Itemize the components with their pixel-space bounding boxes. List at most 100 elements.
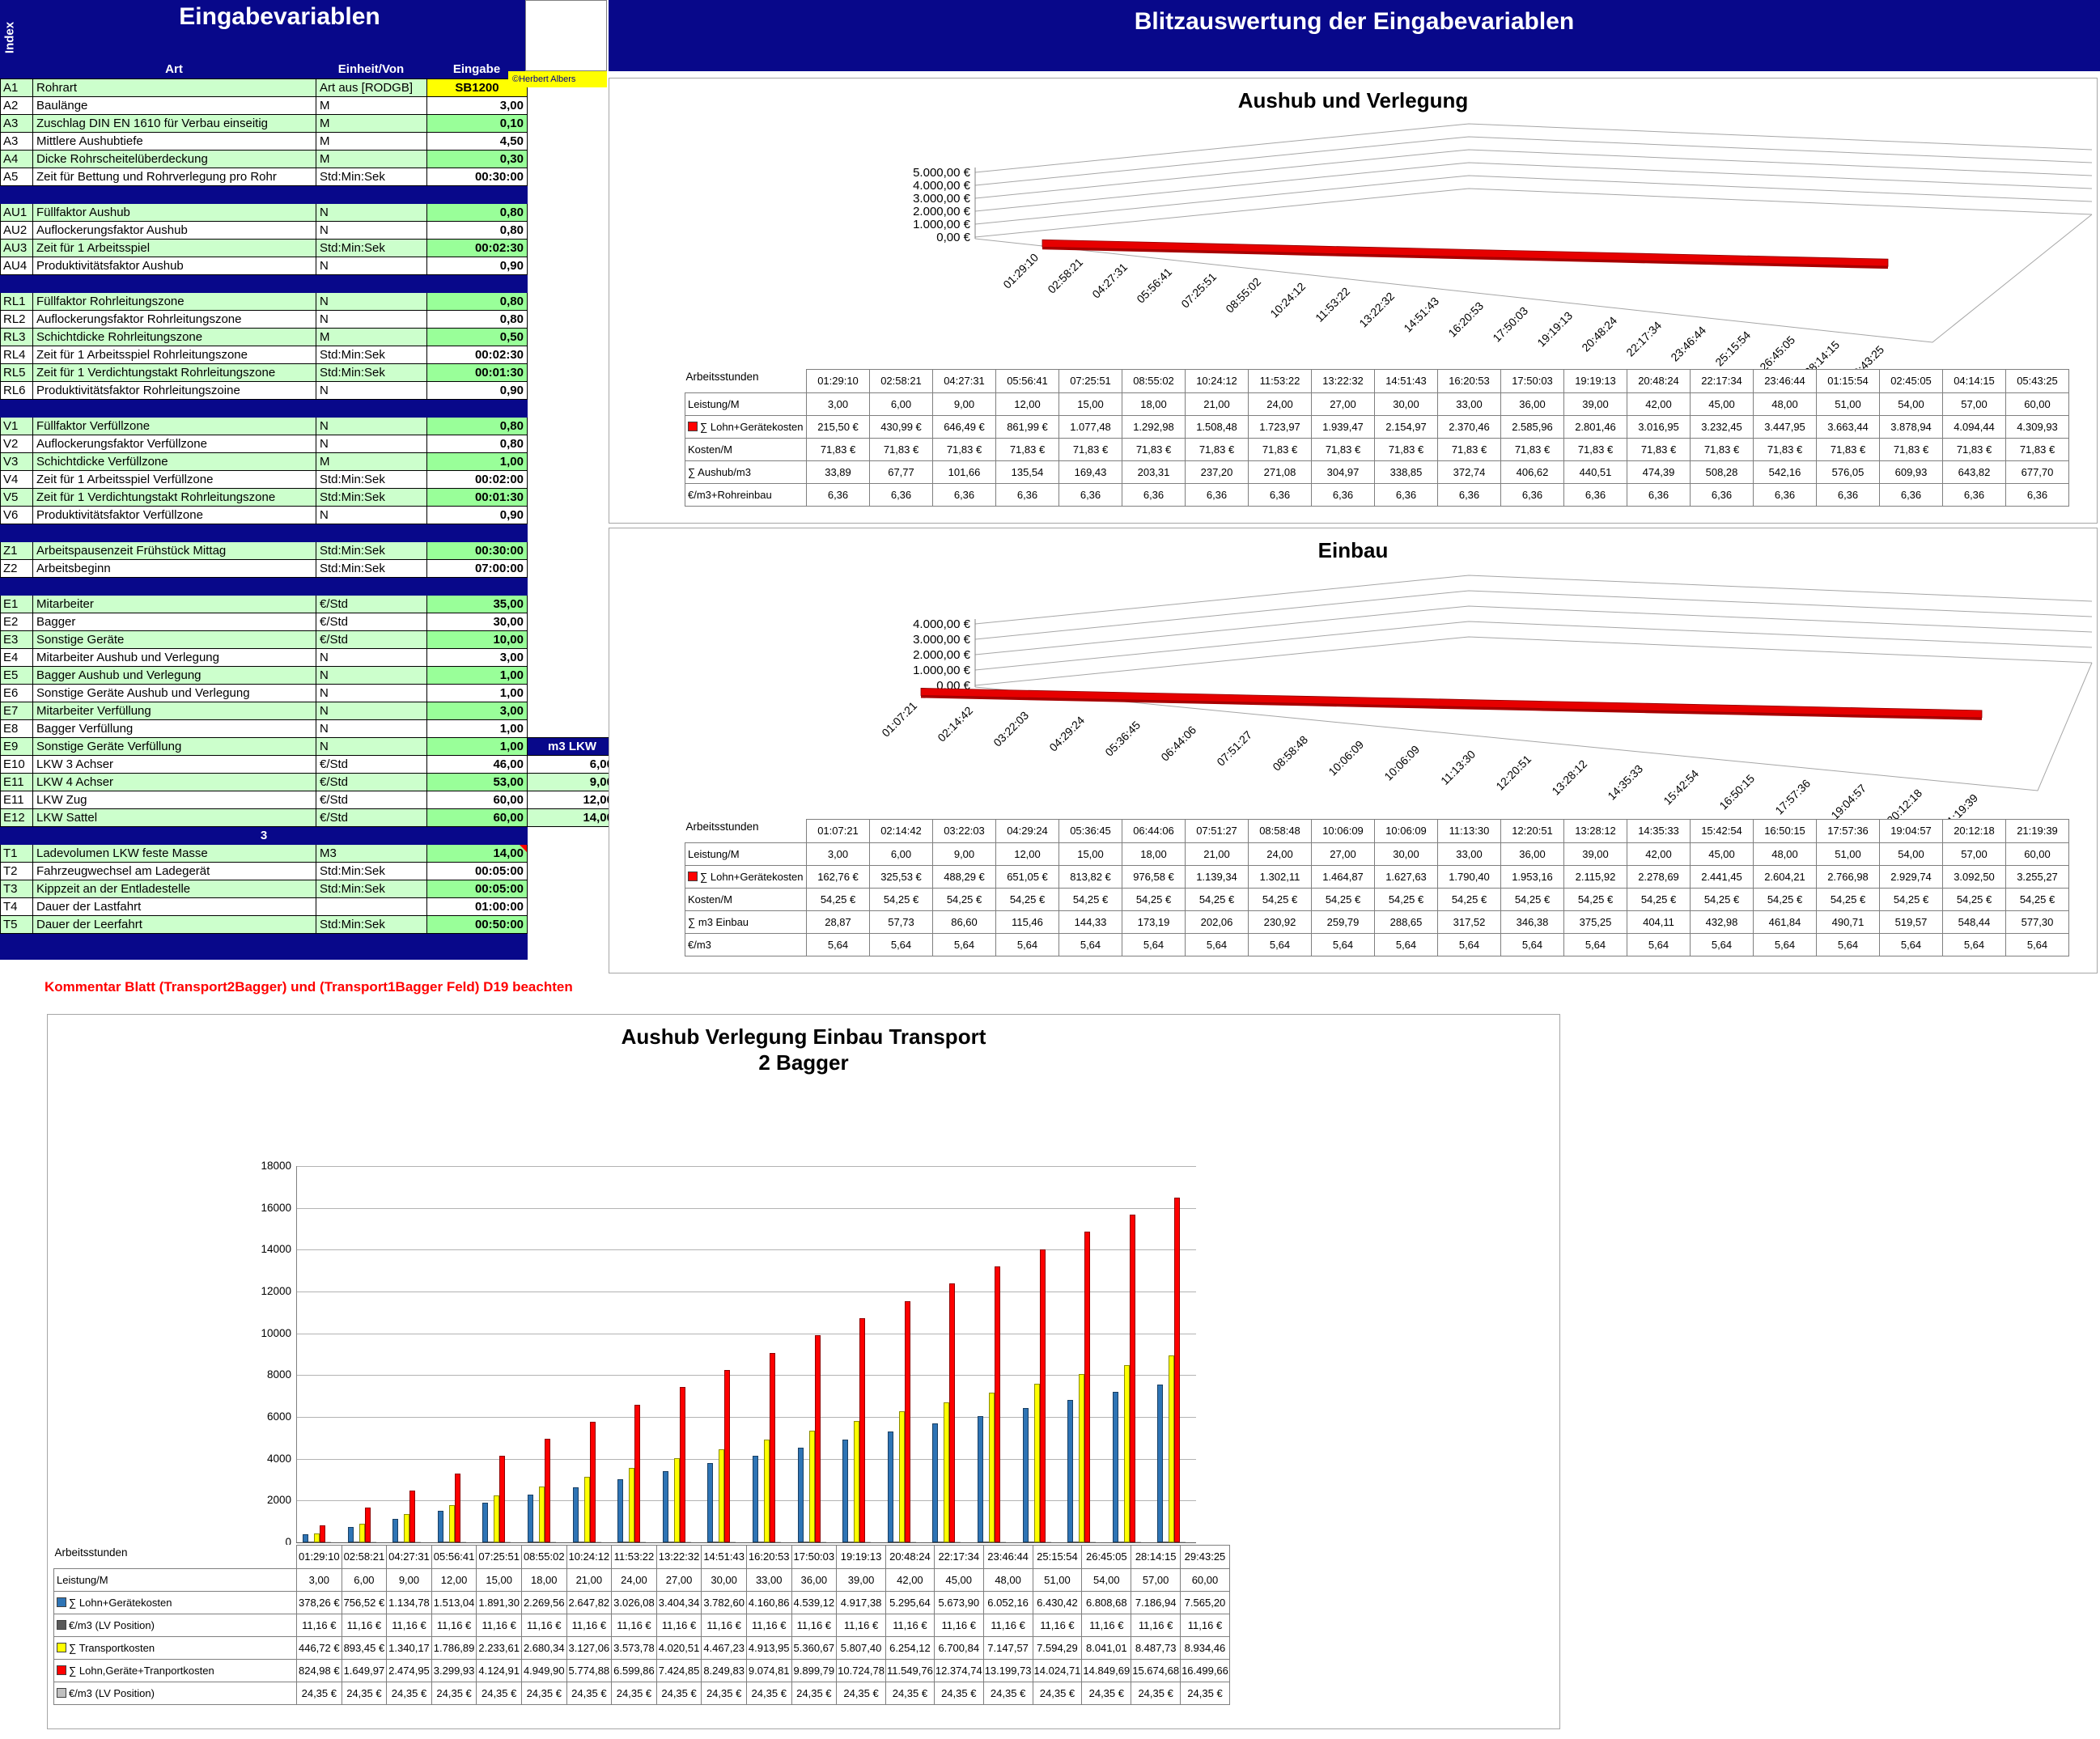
value-cell[interactable]: 5,64 [1248,932,1312,956]
time-header-cell[interactable]: 14:51:43 [1374,369,1438,393]
series-label-cell[interactable]: Kosten/M [685,887,807,911]
row-index-cell[interactable]: V4 [0,470,33,489]
value-cell[interactable]: 36,00 [791,1567,838,1592]
value-cell[interactable]: 3.299,93 [431,1658,477,1682]
row-unit-cell[interactable]: N [316,292,427,311]
value-cell[interactable]: 21,00 [1185,392,1249,416]
row-index-cell[interactable]: E9 [0,737,33,756]
value-cell[interactable]: 5.774,88 [566,1658,613,1682]
row-label-cell[interactable]: Produktivitätsfaktor Aushub [32,257,316,275]
row-unit-cell[interactable]: N [316,702,427,720]
row-index-cell[interactable]: AU1 [0,203,33,222]
row-index-cell[interactable]: E11 [0,773,33,791]
row-index-cell[interactable]: E10 [0,755,33,774]
row-label-cell[interactable]: Arbeitspausenzeit Frühstück Mittag [32,541,316,560]
value-cell[interactable]: 71,83 € [1058,437,1122,461]
value-cell[interactable]: 39,00 [1563,842,1627,866]
value-cell[interactable]: 42,00 [1627,392,1691,416]
value-cell[interactable]: 6,36 [1500,482,1564,507]
value-cell[interactable]: 71,83 € [1753,437,1817,461]
series-label-cell[interactable]: Leistung/M [685,392,807,416]
value-cell[interactable]: 54,25 € [1500,887,1564,911]
value-cell[interactable]: 11,16 € [1131,1613,1182,1637]
row-unit-cell[interactable]: N [316,684,427,702]
value-cell[interactable]: 1.891,30 [476,1590,522,1614]
value-cell[interactable]: 24,35 € [836,1681,886,1705]
value-cell[interactable]: 30,00 [701,1567,747,1592]
value-cell[interactable]: 71,83 € [1627,437,1691,461]
time-header-cell[interactable]: 11:53:22 [611,1545,657,1569]
row-label-cell[interactable]: LKW 4 Achser [32,773,316,791]
time-header-cell[interactable]: 14:35:33 [1627,819,1691,843]
value-cell[interactable]: 2.474,95 [386,1658,432,1682]
row-value-cell[interactable]: 0,80 [426,203,528,222]
time-header-cell[interactable]: 14:51:43 [701,1545,747,1569]
row-unit-cell[interactable]: N [316,648,427,667]
value-cell[interactable]: 9.074,81 [745,1658,792,1682]
value-cell[interactable]: 6,36 [1185,482,1249,507]
row-value-cell[interactable]: 35,00 [426,595,528,613]
value-cell[interactable]: 6,36 [1816,482,1880,507]
value-cell[interactable]: 474,39 [1627,460,1691,484]
value-cell[interactable]: 30,00 [1374,392,1438,416]
row-unit-cell[interactable]: M [316,328,427,346]
time-header-cell[interactable]: 07:51:27 [1185,819,1249,843]
value-cell[interactable]: 5.295,64 [885,1590,935,1614]
value-cell[interactable]: 11,16 € [520,1613,567,1637]
series-label-cell[interactable]: Leistung/M [53,1567,297,1592]
row-label-cell[interactable]: Zeit für 1 Arbeitsspiel Rohrleitungszone [32,346,316,364]
value-cell[interactable]: 42,00 [1627,842,1691,866]
row-unit-cell[interactable]: €/Std [316,595,427,613]
row-unit-cell[interactable]: N [316,381,427,400]
value-cell[interactable]: 2.115,92 [1563,864,1627,889]
row-label-cell[interactable]: Arbeitsbeginn [32,559,316,578]
value-cell[interactable]: 6.052,16 [982,1590,1033,1614]
row-label-cell[interactable]: Schichtdicke Rohrleitungszone [32,328,316,346]
value-cell[interactable]: 48,00 [982,1567,1033,1592]
value-cell[interactable]: 9.899,79 [791,1658,838,1682]
row-value-cell[interactable]: 46,00 [426,755,528,774]
value-cell[interactable]: 6,00 [869,842,933,866]
value-cell[interactable]: 57,00 [1942,842,2006,866]
value-cell[interactable]: 24,00 [1248,392,1312,416]
value-cell[interactable]: 54,25 € [1311,887,1375,911]
value-cell[interactable]: 71,83 € [1879,437,1943,461]
value-cell[interactable]: 24,00 [611,1567,657,1592]
value-cell[interactable]: 6.430,42 [1032,1590,1083,1614]
value-cell[interactable]: 3,00 [296,1567,342,1592]
value-cell[interactable]: 71,83 € [1311,437,1375,461]
value-cell[interactable]: 15.674,68 [1131,1658,1182,1682]
row-index-cell[interactable]: A2 [0,96,33,115]
value-cell[interactable]: 71,83 € [1942,437,2006,461]
value-cell[interactable]: 101,66 [932,460,996,484]
value-cell[interactable]: 162,76 € [806,864,870,889]
value-cell[interactable]: 4.949,90 [520,1658,567,1682]
row-label-cell[interactable]: Mitarbeiter Aushub und Verlegung [32,648,316,667]
value-cell[interactable]: 3.232,45 [1690,414,1754,439]
row-unit-cell[interactable]: €/Std [316,808,427,827]
row-label-cell[interactable]: Auflockerungsfaktor Aushub [32,221,316,240]
row-label-cell[interactable]: Bagger [32,613,316,631]
m3-lkw-value-cell[interactable]: 12,00 [527,791,617,809]
value-cell[interactable]: 3.026,08 [611,1590,657,1614]
value-cell[interactable]: 71,83 € [1690,437,1754,461]
row-value-cell[interactable]: 07:00:00 [426,559,528,578]
chart-box-aushub-verlegung[interactable]: Aushub und Verlegung 5.000,00 €4.000,00 … [609,78,2098,524]
row-index-cell[interactable]: E11 [0,791,33,809]
row-unit-cell[interactable]: N [316,666,427,685]
value-cell[interactable]: 11,16 € [933,1613,984,1637]
value-cell[interactable]: 4.467,23 [701,1635,747,1660]
row-label-cell[interactable]: Mitarbeiter Verfüllung [32,702,316,720]
row-unit-cell[interactable]: N [316,203,427,222]
row-index-cell[interactable]: A1 [0,78,33,97]
row-label-cell[interactable]: Mittlere Aushubtiefe [32,132,316,151]
row-label-cell[interactable]: Sonstige Geräte [32,630,316,649]
value-cell[interactable]: 861,99 € [995,414,1059,439]
value-cell[interactable]: 45,00 [1690,392,1754,416]
value-cell[interactable]: 15,00 [476,1567,522,1592]
time-header-cell[interactable]: 12:20:51 [1500,819,1564,843]
row-label-cell[interactable]: Füllfaktor Verfüllzone [32,417,316,435]
value-cell[interactable]: 976,58 € [1122,864,1186,889]
value-cell[interactable]: 71,83 € [1185,437,1249,461]
value-cell[interactable]: 1.953,16 [1500,864,1564,889]
